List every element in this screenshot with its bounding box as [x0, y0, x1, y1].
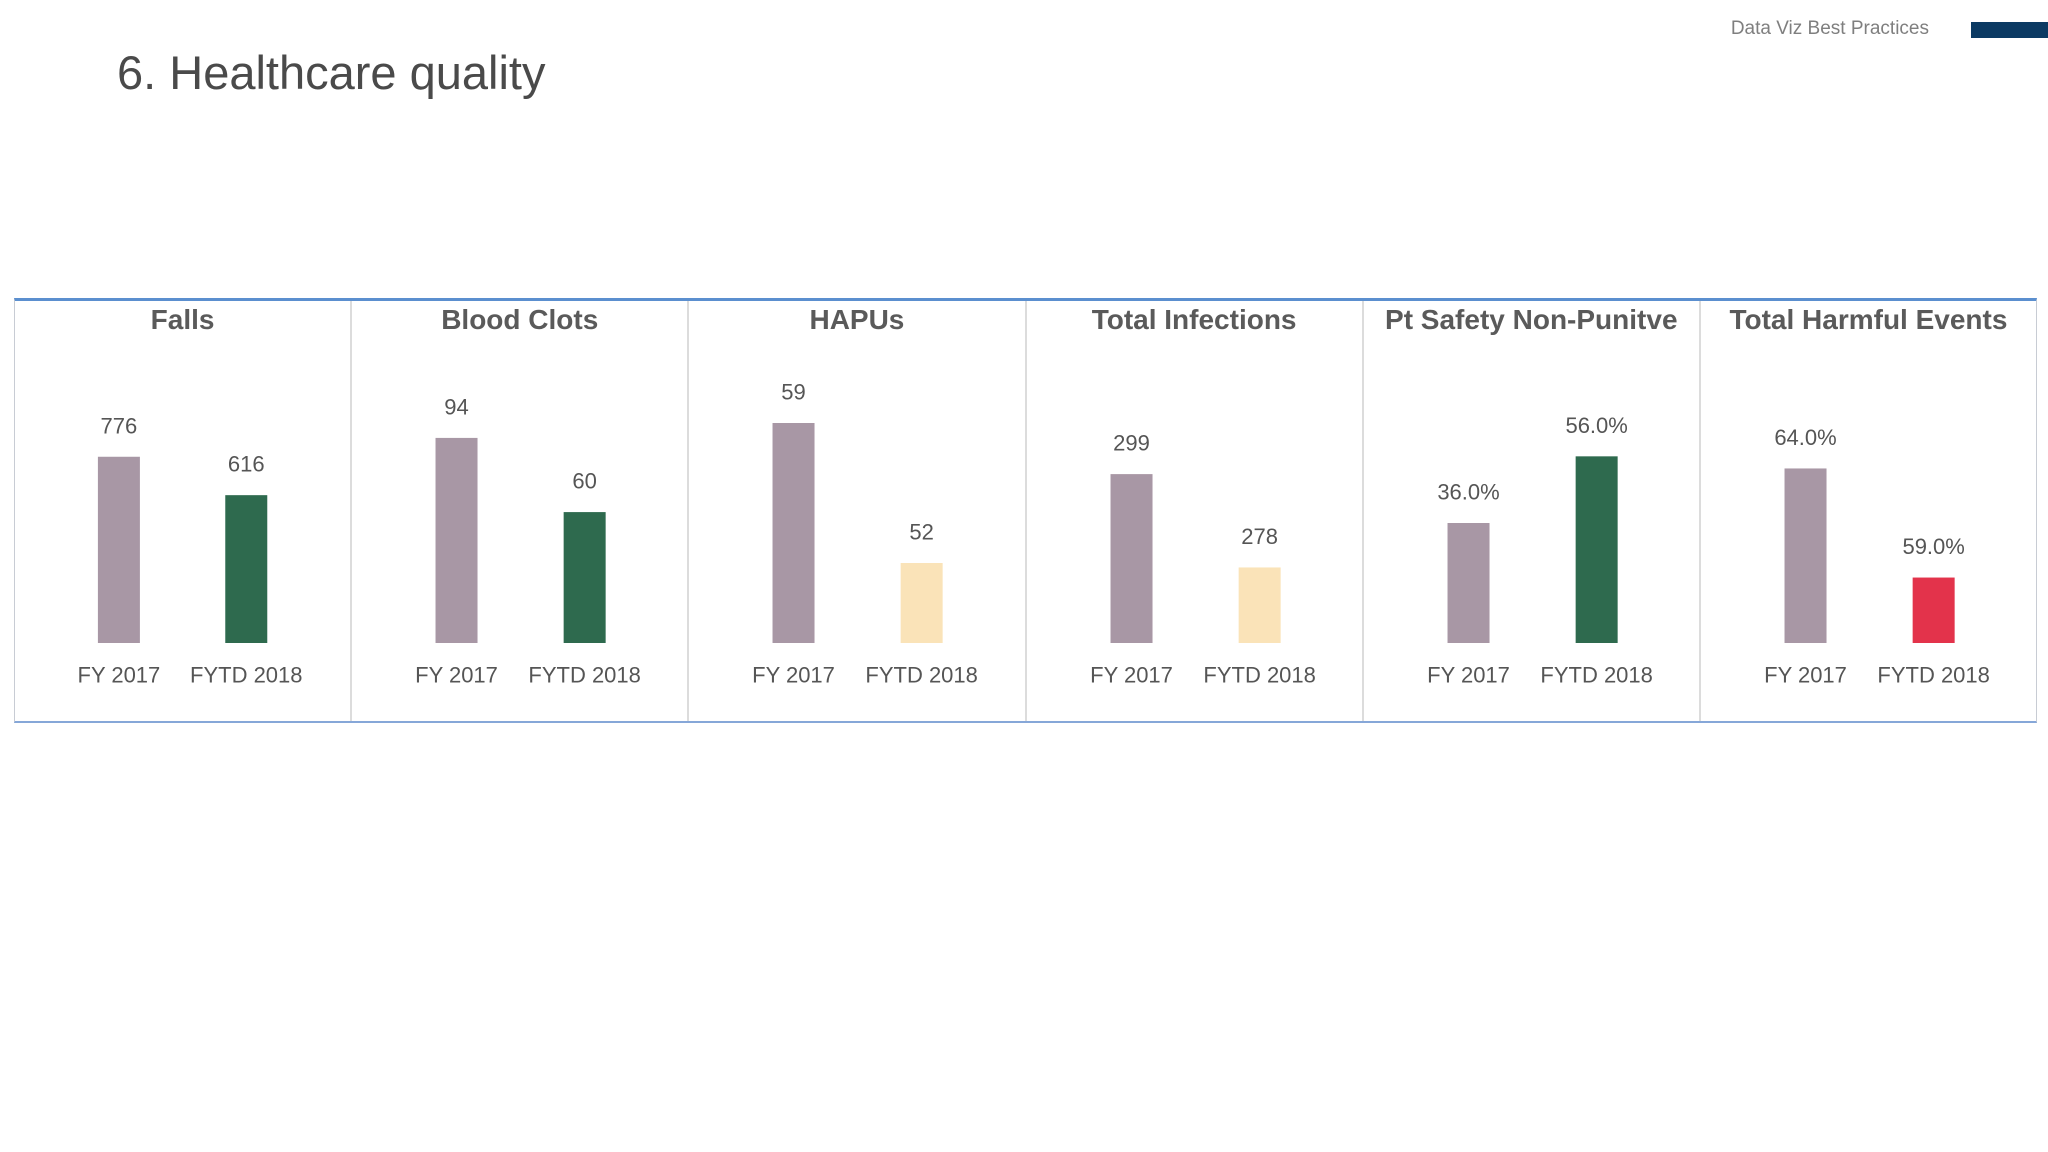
x-tick-label: FYTD 2018 [1540, 663, 1653, 688]
bar-fy-2017 [97, 456, 140, 643]
data-label: 56.0% [1565, 413, 1627, 438]
bar-plot: 94 FY 2017 60 FYTD 2018 [415, 394, 642, 688]
data-label: 278 [1241, 524, 1278, 549]
bar-fy-2017 [1784, 468, 1827, 643]
bar-fy-2017 [435, 437, 478, 643]
chart-title: Falls [150, 304, 215, 335]
chart-strip: Falls 776 FY 2017 616 FYTD 2018 Blood Clots… [14, 298, 2037, 723]
bar-fytd-2018 [1238, 567, 1281, 643]
chart-title: Total Infections [1091, 304, 1297, 335]
x-tick-label: FYTD 2018 [1203, 663, 1316, 688]
data-label: 59.0% [1902, 534, 1964, 559]
x-tick-label: FY 2017 [752, 663, 835, 688]
bar-fy-2017 [1447, 523, 1490, 643]
bar-plot: 64.0% FY 2017 59.0% FYTD 2018 [1764, 425, 1990, 688]
bar-fytd-2018 [563, 512, 606, 643]
chart-panel-total-harmful-events: Total Harmful Events 64.0% FY 2017 59.0% FY… [1698, 301, 2036, 721]
chart-title: HAPUs [809, 304, 905, 335]
chart-panel-hapus: HAPUs 59 FY 2017 52 FYTD 2018 [687, 301, 1024, 721]
bar-plot: 59 FY 2017 52 FYTD 2018 [752, 380, 979, 688]
chart-panel-total-infections: Total Infections 299 FY 2017 278 FYTD 2018 [1024, 301, 1362, 721]
bar-fy-2017 [772, 423, 815, 643]
chart-panel-pt-safety: Pt Safety Non-Punitve 36.0% FY 2017 56.0% F… [1361, 301, 1699, 721]
data-label: 776 [101, 413, 138, 438]
bar-plot: 36.0% FY 2017 56.0% FYTD 2018 [1427, 413, 1653, 688]
chart-title: Pt Safety Non-Punitve [1385, 304, 1678, 335]
bar-fytd-2018 [900, 563, 943, 643]
data-label: 52 [910, 520, 934, 545]
bar-fytd-2018 [1575, 456, 1618, 643]
chart-title: Blood Clots [441, 304, 599, 335]
x-tick-label: FY 2017 [1427, 663, 1510, 688]
x-tick-label: FY 2017 [1090, 663, 1173, 688]
bar-fytd-2018 [1912, 577, 1955, 643]
bar-fy-2017 [1110, 474, 1153, 643]
data-label: 64.0% [1774, 425, 1836, 450]
x-tick-label: FY 2017 [78, 663, 161, 688]
header-accent-bar [1971, 22, 2048, 38]
data-label: 94 [444, 394, 468, 419]
slide-title: 6. Healthcare quality [117, 46, 546, 99]
chart-panel-blood-clots: Blood Clots 94 FY 2017 60 FYTD 2018 [350, 301, 687, 721]
deck-title: Data Viz Best Practices [1730, 18, 1929, 39]
x-tick-label: FYTD 2018 [190, 663, 303, 688]
bar-plot: 776 FY 2017 616 FYTD 2018 [78, 413, 303, 688]
x-tick-label: FY 2017 [415, 663, 498, 688]
bar-plot: 299 FY 2017 278 FYTD 2018 [1090, 431, 1316, 688]
data-label: 36.0% [1437, 480, 1499, 505]
x-tick-label: FYTD 2018 [866, 663, 979, 688]
data-label: 616 [228, 452, 265, 477]
data-label: 60 [573, 469, 597, 494]
chart-title: Total Harmful Events [1729, 304, 2008, 335]
chart-panel-falls: Falls 776 FY 2017 616 FYTD 2018 [15, 301, 350, 721]
data-label: 59 [782, 380, 806, 405]
x-tick-label: FY 2017 [1764, 663, 1847, 688]
bar-fytd-2018 [225, 495, 268, 643]
x-tick-label: FYTD 2018 [1877, 663, 1990, 688]
data-label: 299 [1113, 431, 1150, 456]
x-tick-label: FYTD 2018 [529, 663, 642, 688]
